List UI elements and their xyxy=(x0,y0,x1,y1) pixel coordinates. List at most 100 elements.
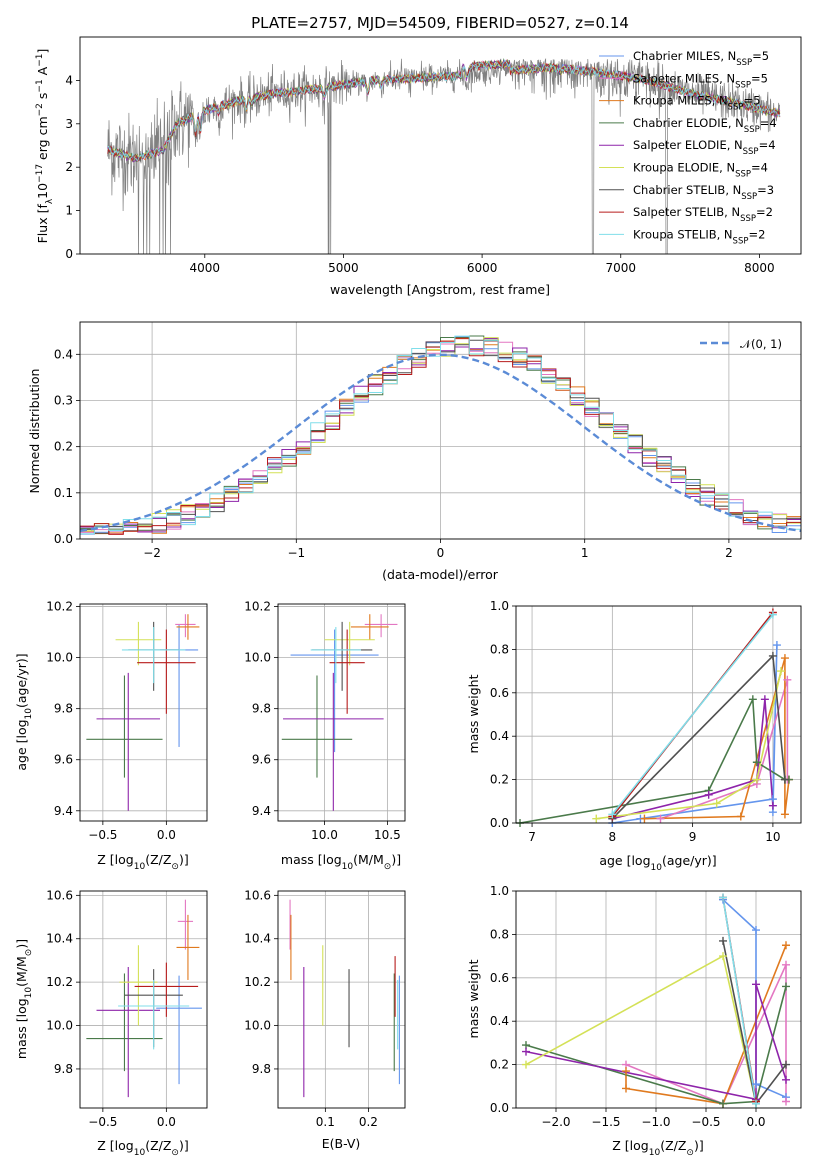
x-tick-label: −2 xyxy=(143,546,161,560)
y-tick-label: 10.0 xyxy=(244,651,271,665)
kroupa-miles-weight-line xyxy=(625,945,787,1105)
x-tick-label: 9 xyxy=(689,830,697,844)
mass_vs_ebv-plot-area xyxy=(278,891,405,1108)
y-tick-label: 0.2 xyxy=(54,440,73,454)
salpeter-miles-marker xyxy=(656,814,665,823)
chabrier-stelib-marker xyxy=(719,936,727,945)
kroupa-stelib-marker xyxy=(608,810,617,819)
kroupa-stelib-histogram xyxy=(80,335,801,535)
y-tick-label: 9.6 xyxy=(252,753,271,767)
kroupa-stelib-marker xyxy=(719,893,727,902)
x-tick-label: −0.5 xyxy=(88,1115,117,1129)
y-tick-label: 1.0 xyxy=(490,599,509,613)
axes-frame xyxy=(515,605,802,824)
legend-entry-salpeter-stelib: Salpeter STELIB, NSSP=2 xyxy=(633,205,773,224)
y-axis-label: Flux [fλ10−17 erg cm−2 s−1 A−1] xyxy=(35,49,55,244)
salpeter-miles-marker xyxy=(782,1097,790,1106)
y-tick-label: 10.2 xyxy=(46,600,73,614)
y-axis-label: age [log10(age/yr)] xyxy=(14,653,34,770)
residuals-plot-area xyxy=(80,322,801,539)
x-axis-label: (data-model)/error xyxy=(382,567,499,582)
spectrum-plot-area xyxy=(107,57,781,254)
legend-entry-salpeter-elodie: Salpeter ELODIE, NSSP=4 xyxy=(633,138,776,157)
y-tick-label: 10.2 xyxy=(46,975,73,989)
y-tick-label: 10.2 xyxy=(244,975,271,989)
kroupa-miles-marker xyxy=(736,812,745,821)
y-tick-label: 1 xyxy=(65,204,73,218)
axes-frame xyxy=(277,603,406,822)
x-tick-label: −0.5 xyxy=(88,828,117,842)
kroupa-miles-marker xyxy=(780,810,789,819)
axes-frame xyxy=(79,321,802,540)
kroupa-elodie-marker xyxy=(712,799,721,808)
x-tick-label: 5000 xyxy=(328,261,359,275)
y-tick-label: 10.0 xyxy=(46,1019,73,1033)
y-tick-label: 0.3 xyxy=(54,393,73,407)
y-tick-label: 0.4 xyxy=(490,1014,509,1028)
x-tick-label: 7 xyxy=(528,830,536,844)
x-tick-label: −1.0 xyxy=(641,1115,670,1129)
y-tick-label: 9.6 xyxy=(54,753,73,767)
kroupa-elodie-marker xyxy=(522,1060,530,1069)
chabrier-elodie-marker xyxy=(782,982,790,991)
kroupa-elodie-marker xyxy=(592,814,601,823)
age_vs_Z-plot-area xyxy=(80,604,207,821)
x-axis-label: E(B-V) xyxy=(322,1136,361,1151)
y-tick-label: 9.4 xyxy=(252,804,271,818)
chabrier-stelib-marker xyxy=(780,775,789,784)
salpeter-miles-weight-line xyxy=(660,679,789,820)
y-tick-label: 3 xyxy=(65,117,73,131)
legend-entry-kroupa-elodie: Kroupa ELODIE, NSSP=4 xyxy=(633,161,768,180)
mass_weight_vs_age-plot-area xyxy=(516,606,801,823)
y-axis-label: mass weight xyxy=(466,959,481,1038)
y-axis-label: mass weight xyxy=(466,674,481,753)
chart-title: PLATE=2757, MJD=54509, FIBERID=0527, z=0… xyxy=(251,14,629,32)
kroupa-stelib-marker xyxy=(752,1099,760,1108)
age_vs_mass-panel: 10.0 10.5 9.4 9.6 9.8 10.0 10.2 mass [log10(M/M… xyxy=(244,600,406,872)
x-axis-label: mass [log10(M/M⊙)] xyxy=(281,852,401,872)
x-tick-label: −1 xyxy=(287,546,305,560)
axes-frame xyxy=(277,890,406,1109)
y-tick-label: 0.0 xyxy=(490,1101,509,1115)
x-tick-label: 0.0 xyxy=(157,828,176,842)
y-tick-label: 4 xyxy=(65,73,73,87)
chabrier-miles-marker xyxy=(752,1080,760,1089)
y-tick-label: 0.2 xyxy=(490,1058,509,1072)
x-axis-label: wavelength [Angstrom, rest frame] xyxy=(330,282,550,297)
chabrier-elodie-marker xyxy=(719,1099,727,1108)
chabrier-miles-marker xyxy=(752,926,760,935)
legend-entry-chabrier-elodie: Chabrier ELODIE, NSSP=4 xyxy=(633,116,777,135)
x-tick-label: 1 xyxy=(581,546,589,560)
y-tick-label: 9.8 xyxy=(54,702,73,716)
x-tick-label: 10 xyxy=(765,830,780,844)
y-tick-label: 1.0 xyxy=(490,884,509,898)
y-tick-label: 0.2 xyxy=(490,773,509,787)
kroupa-elodie-weight-line xyxy=(596,670,782,820)
x-axis-label: Z [log10(Z/Z⊙)] xyxy=(612,1138,703,1158)
age_vs_Z-panel: −0.5 0.0 9.4 9.6 9.8 10.0 10.2 Z [log10(Z/Z⊙)] a… xyxy=(14,600,208,872)
x-tick-label: 8 xyxy=(609,830,617,844)
y-tick-label: 0.4 xyxy=(54,347,73,361)
axes-frame xyxy=(79,890,208,1109)
chabrier-stelib-marker xyxy=(768,651,777,660)
kroupa-miles-marker xyxy=(622,1084,630,1093)
salpeter-miles-weight-line xyxy=(625,964,787,1105)
kroupa-elodie-marker xyxy=(776,667,785,676)
y-tick-label: 0.8 xyxy=(490,642,509,656)
y-tick-label: 10.6 xyxy=(46,888,73,902)
x-tick-label: 0.0 xyxy=(157,1115,176,1129)
chabrier-stelib-weight-line xyxy=(611,654,786,820)
x-tick-label: 2 xyxy=(725,546,733,560)
y-tick-label: 10.6 xyxy=(244,888,271,902)
kroupa-elodie-marker xyxy=(719,952,727,961)
chabrier-elodie-weight-line xyxy=(525,986,787,1105)
x-tick-label: 4000 xyxy=(190,261,221,275)
y-tick-label: 9.8 xyxy=(252,702,271,716)
kroupa-elodie-weight-line xyxy=(525,954,757,1104)
residuals-panel: −2 −1 0 1 2 0.0 0.1 0.2 0.3 0.4 𝒩(0, 1) (data-model… xyxy=(27,321,802,582)
x-axis-label: Z [log10(Z/Z⊙)] xyxy=(97,852,188,872)
salpeter-miles-marker xyxy=(783,675,792,684)
mass_vs_Z-panel: −0.5 0.0 9.8 10.0 10.2 10.4 10.6 Z [log10(Z/Z⊙)… xyxy=(14,888,208,1158)
y-tick-label: 10.4 xyxy=(46,932,73,946)
